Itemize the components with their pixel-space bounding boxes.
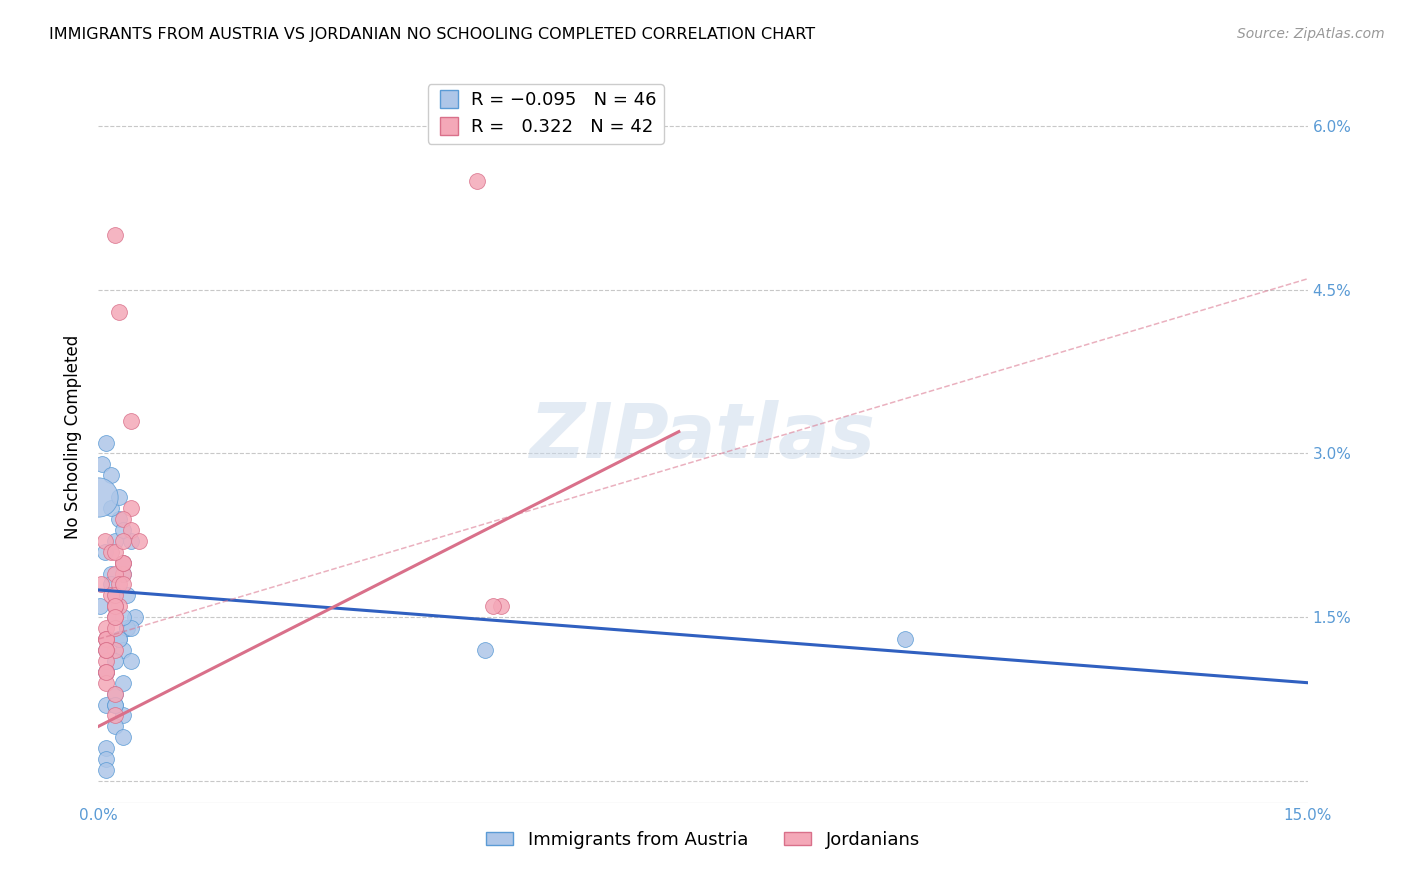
Point [87, 490, 110, 504]
Point [111, 556, 134, 570]
Point [107, 304, 129, 318]
Point [111, 610, 134, 624]
Point [96, 435, 118, 450]
Point [96, 698, 118, 712]
Point [96, 632, 118, 646]
Point [893, 632, 915, 646]
Point [103, 545, 125, 559]
Point [100, 501, 122, 516]
Point [107, 632, 129, 646]
Point [111, 708, 134, 723]
Point [465, 173, 488, 187]
Point [96, 752, 118, 766]
Point [100, 545, 122, 559]
Point [96, 632, 118, 646]
Point [103, 687, 125, 701]
Point [482, 599, 505, 614]
Point [103, 708, 125, 723]
Point [103, 719, 125, 733]
Point [103, 698, 125, 712]
Point [96, 643, 118, 657]
Point [111, 643, 134, 657]
Point [103, 610, 125, 624]
Point [107, 490, 129, 504]
Text: ZIPatlas: ZIPatlas [530, 401, 876, 474]
Point [96, 763, 118, 777]
Legend: Immigrants from Austria, Jordanians: Immigrants from Austria, Jordanians [479, 823, 927, 856]
Point [103, 566, 125, 581]
Point [120, 414, 142, 428]
Point [103, 654, 125, 668]
Text: IMMIGRANTS FROM AUSTRIA VS JORDANIAN NO SCHOOLING COMPLETED CORRELATION CHART: IMMIGRANTS FROM AUSTRIA VS JORDANIAN NO … [49, 27, 815, 42]
Point [107, 632, 129, 646]
Point [474, 643, 496, 657]
Point [96, 621, 118, 635]
Point [115, 621, 138, 635]
Point [94, 533, 117, 548]
Y-axis label: No Schooling Completed: No Schooling Completed [65, 335, 83, 539]
Point [111, 533, 134, 548]
Text: Source: ZipAtlas.com: Source: ZipAtlas.com [1237, 27, 1385, 41]
Point [111, 556, 134, 570]
Point [96, 665, 118, 679]
Point [96, 741, 118, 756]
Point [91, 458, 114, 472]
Point [120, 621, 142, 635]
Point [115, 588, 138, 602]
Point [103, 533, 125, 548]
Point [100, 577, 122, 591]
Point [96, 643, 118, 657]
Point [96, 632, 118, 646]
Point [96, 665, 118, 679]
Point [103, 687, 125, 701]
Point [111, 731, 134, 745]
Point [107, 577, 129, 591]
Point [96, 675, 118, 690]
Point [90, 577, 112, 591]
Point [111, 566, 134, 581]
Point [120, 533, 142, 548]
Point [96, 643, 118, 657]
Point [103, 599, 125, 614]
Point [128, 533, 150, 548]
Point [89, 599, 111, 614]
Point [103, 599, 125, 614]
Point [491, 599, 513, 614]
Point [96, 665, 118, 679]
Point [96, 654, 118, 668]
Point [100, 468, 122, 483]
Point [107, 512, 129, 526]
Point [124, 610, 146, 624]
Point [103, 599, 125, 614]
Point [103, 621, 125, 635]
Point [94, 545, 117, 559]
Point [107, 599, 129, 614]
Point [103, 698, 125, 712]
Point [103, 588, 125, 602]
Point [103, 610, 125, 624]
Point [120, 523, 142, 537]
Point [120, 654, 142, 668]
Point [103, 610, 125, 624]
Point [111, 577, 134, 591]
Point [103, 643, 125, 657]
Point [111, 512, 134, 526]
Point [100, 588, 122, 602]
Point [115, 621, 138, 635]
Point [100, 566, 122, 581]
Point [111, 675, 134, 690]
Point [111, 566, 134, 581]
Point [111, 556, 134, 570]
Point [103, 228, 125, 243]
Point [96, 665, 118, 679]
Point [103, 588, 125, 602]
Point [120, 501, 142, 516]
Point [111, 523, 134, 537]
Point [96, 632, 118, 646]
